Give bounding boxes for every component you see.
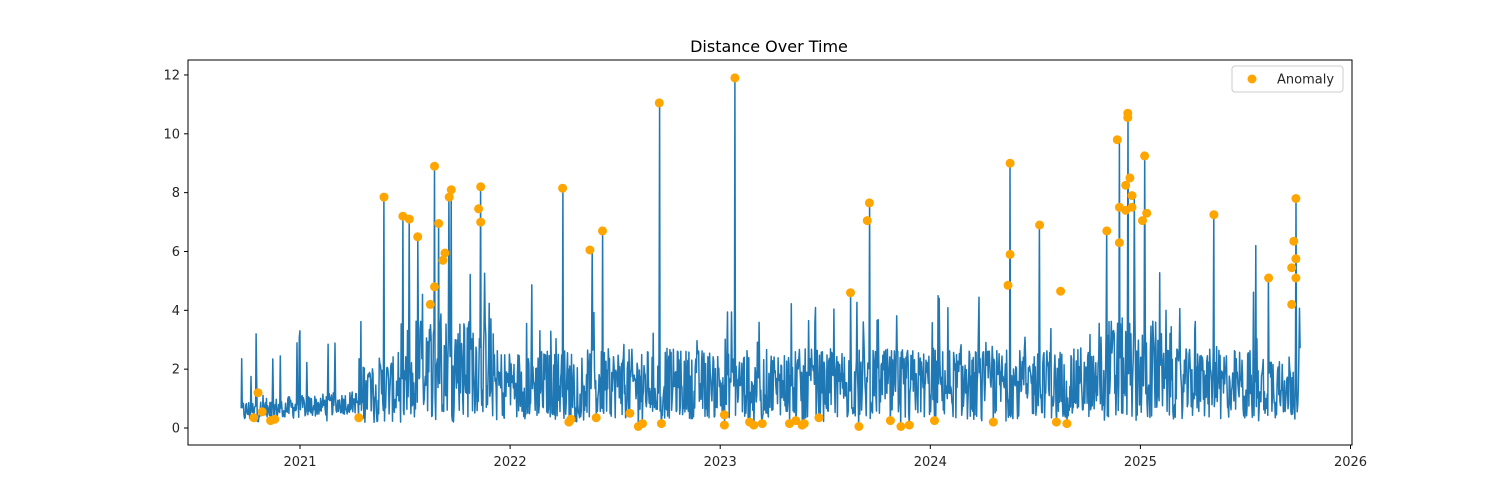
anomaly-point [1287,299,1297,309]
y-tick-label: 4 [172,304,180,319]
legend-box [1231,65,1344,93]
anomaly-point [249,413,259,423]
anomaly-point [846,288,855,298]
anomaly-point [1140,151,1150,161]
anomaly-point [1127,191,1137,201]
anomaly-point [1035,220,1045,230]
distance-line-overlay [241,78,1300,427]
anomaly-point [757,419,767,429]
anomaly-point [1114,238,1124,248]
anomaly-point [1051,417,1061,427]
anomaly-point [896,422,906,431]
anomaly-point [1121,180,1131,190]
anomaly-point [1291,273,1301,283]
anomaly-point [434,219,444,228]
y-tick-label: 6 [172,245,180,260]
anomaly-point [730,73,740,83]
x-tick-label: 2023 [704,455,737,470]
anomaly-point [379,192,389,202]
anomaly-point [430,282,439,292]
anomaly-point [854,422,864,431]
y-axis: 0 2 4 6 8 10 12 [163,68,188,437]
y-tick-label: 2 [172,363,180,378]
anomaly-point [719,420,729,430]
anomaly-point [1209,210,1219,220]
anomaly-point [638,419,647,429]
anomaly-point [1005,249,1015,259]
anomaly-point [425,299,435,309]
y-tick-label: 12 [163,68,180,83]
x-tick-label: 2025 [1124,455,1157,470]
anomaly-point [591,413,601,423]
anomaly-point [885,416,895,426]
anomaly-point [814,413,824,423]
anomaly-point [476,182,486,192]
x-tick-label: 2022 [494,455,527,470]
anomaly-point [1127,202,1137,212]
anomaly-point [1264,273,1274,283]
distance-line [240,77,1301,428]
anomaly-point [585,245,595,255]
anomaly-point [476,217,486,227]
anomaly-point [1056,286,1066,296]
anomaly-point [1005,158,1015,168]
anomaly-point [257,407,267,417]
anomaly-point [656,419,666,429]
anomaly-point [598,226,607,236]
anomaly-point [413,232,423,242]
anomaly-point [438,255,448,265]
anomaly-point [430,161,439,171]
distance-line-series [240,77,1301,428]
anomaly-point [1142,208,1152,218]
plot-area [240,73,1301,431]
anomaly-point [270,414,280,424]
legend-anomaly-marker-icon [1247,74,1257,84]
anomaly-point [988,417,998,427]
anomaly-point [1287,263,1297,273]
anomaly-point [749,420,759,430]
anomaly-point [440,248,450,258]
anomaly-point [1138,216,1147,226]
anomaly-point [444,192,454,202]
anomaly-point [1289,236,1299,246]
anomaly-point [1112,135,1122,145]
anomaly-point [1125,173,1135,183]
x-tick-label: 2026 [1334,455,1367,470]
anomaly-point [904,420,914,430]
anomaly-point [566,414,576,424]
anomaly-scatter-series [241,73,1301,431]
anomaly-point [558,183,568,193]
anomaly-point [799,419,809,429]
anomaly-point [862,216,872,226]
anomaly-point [354,413,364,423]
y-tick-label: 8 [172,186,180,201]
anomaly-point [1003,280,1013,290]
anomaly-point [1291,194,1301,203]
legend: Anomaly [1231,65,1344,93]
axes-frame [187,59,1353,446]
anomaly-point [1291,254,1301,264]
anomaly-point [1102,226,1112,236]
anomaly-point [446,185,456,195]
y-tick-label: 0 [172,422,180,437]
anomaly-point [474,204,484,214]
x-tick-label: 2021 [283,455,316,470]
anomaly-point [864,198,874,208]
anomaly-point [1123,108,1133,118]
anomaly-point [719,410,729,420]
x-axis: 2021 2022 2023 2024 2025 2026 [283,445,1367,470]
anomaly-point [654,98,664,108]
anomaly-point [404,214,414,224]
anomaly-point [625,408,635,418]
anomaly-point [930,416,939,426]
anomaly-point [791,416,801,426]
anomaly-point [253,388,263,398]
chart-title: Distance Over Time [690,37,848,56]
legend-anomaly-label: Anomaly [1277,73,1334,88]
x-tick-label: 2024 [914,455,947,470]
anomaly-point [1062,419,1072,429]
y-tick-label: 10 [163,127,180,142]
